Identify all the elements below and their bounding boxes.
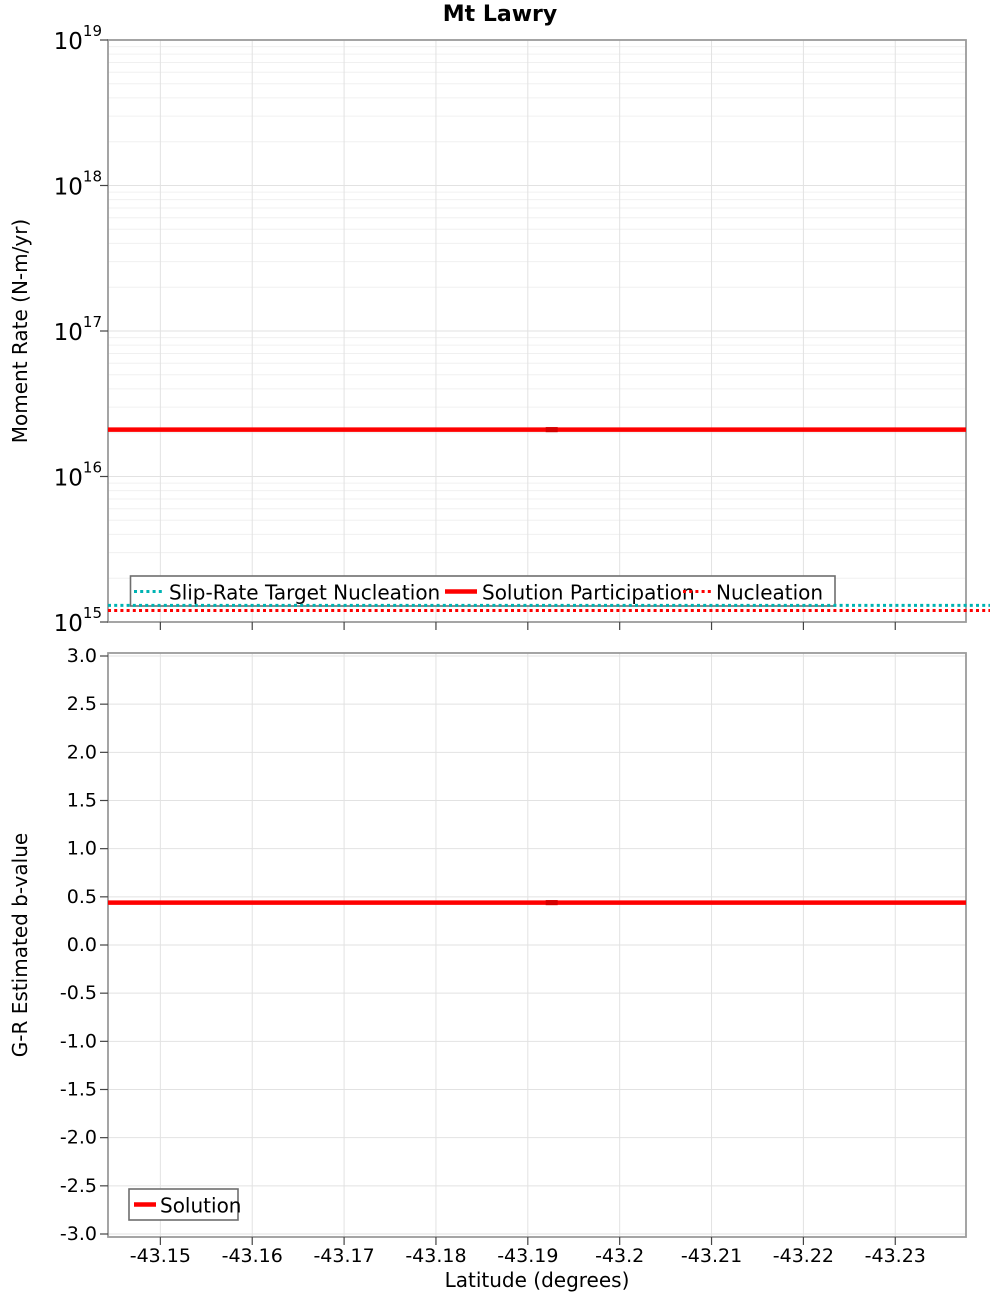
- legend: Slip-Rate Target Nucleation Solution Part…: [129, 575, 836, 607]
- y-axis-label-b-value: G-R Estimated b-value: [8, 832, 32, 1058]
- y-tick-label: -1.0: [60, 1030, 97, 1052]
- x-tick-label: -43.16: [222, 1245, 283, 1267]
- y-tick-label: 2.0: [67, 741, 97, 763]
- axis-ticks: [100, 655, 896, 1245]
- y-tick-label: -1.5: [60, 1079, 97, 1101]
- minor-gridlines: [108, 46, 966, 579]
- gridlines: [108, 40, 966, 622]
- y-tick-label: 3.0: [67, 645, 97, 667]
- y-tick-label: 1018: [54, 168, 102, 201]
- x-tick-label: -43.2: [595, 1245, 644, 1267]
- y-axis-label-moment-rate: Moment Rate (N-m/yr): [8, 218, 32, 444]
- gridlines: [108, 653, 966, 1237]
- x-tick-label: -43.17: [313, 1245, 374, 1267]
- y-tick-labels: 3.0 2.5 2.0 1.5 1.0 0.5 0.0 -0.5 -1.0 -1.5 -2.0 -2.…: [60, 645, 97, 1245]
- y-tick-label: -3.0: [60, 1223, 97, 1245]
- legend-label-solution: Solution: [160, 1194, 241, 1218]
- y-tick-label: 2.5: [67, 693, 97, 715]
- x-tick-labels: -43.15 -43.16 -43.17 -43.18 -43.19 -43.2 -43.2…: [130, 1245, 926, 1267]
- x-tick-label: -43.18: [405, 1245, 466, 1267]
- y-tick-label: 1015: [54, 604, 102, 637]
- y-tick-label: -2.5: [60, 1175, 97, 1197]
- y-tick-label: 1016: [54, 459, 102, 492]
- y-tick-label: 0.0: [67, 934, 97, 956]
- y-tick-label: -0.5: [60, 982, 97, 1004]
- figure-title: Mt Lawry: [442, 2, 558, 27]
- chart-b-value: 3.0 2.5 2.0 1.5 1.0 0.5 0.0 -0.5 -1.0 -1.5 -2.0 -2.…: [60, 645, 967, 1267]
- series-marker-solution: [545, 900, 558, 906]
- legend-label-nucleation: Nucleation: [716, 581, 823, 605]
- series: [108, 900, 966, 906]
- x-tick-label: -43.21: [681, 1245, 742, 1267]
- series-marker-solution-participation: [545, 427, 558, 433]
- x-tick-label: -43.22: [773, 1245, 834, 1267]
- legend-label-slip-rate-target-nucleation: Slip-Rate Target Nucleation: [169, 581, 440, 605]
- y-tick-label: 1017: [54, 313, 102, 346]
- x-axis-label-latitude: Latitude (degrees): [444, 1268, 630, 1292]
- x-tick-label: -43.15: [130, 1245, 191, 1267]
- series: [108, 427, 990, 612]
- y-tick-label: 0.5: [67, 886, 97, 908]
- y-tick-label: -2.0: [60, 1127, 97, 1149]
- y-tick-label: 1.5: [67, 790, 97, 812]
- legend-label-solution-participation: Solution Participation: [482, 581, 695, 605]
- legend: Solution: [128, 1188, 241, 1221]
- x-tick-label: -43.23: [865, 1245, 926, 1267]
- y-tick-label: 1.0: [67, 838, 97, 860]
- x-tick-label: -43.19: [497, 1245, 558, 1267]
- axis-ticks: [100, 39, 896, 630]
